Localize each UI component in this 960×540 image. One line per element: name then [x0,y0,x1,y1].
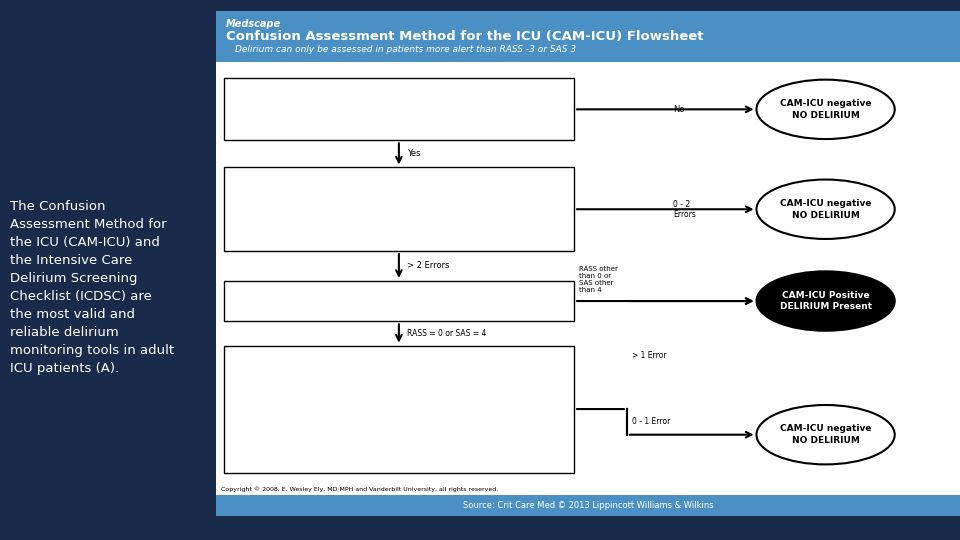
Text: • If unable to complete Letters → Pictures: • If unable to complete Letters → Pictur… [228,208,379,214]
Text: RASS = 0 or SAS = 4: RASS = 0 or SAS = 4 [407,329,486,338]
FancyBboxPatch shape [216,11,960,62]
Text: CAM-ICU negative
NO DELIRIUM: CAM-ICU negative NO DELIRIUM [780,99,872,120]
FancyBboxPatch shape [224,78,574,140]
Text: RASS other
than 0 or
SAS other
than 4: RASS other than 0 or SAS other than 4 [579,266,617,293]
FancyBboxPatch shape [224,346,574,472]
Text: 3. Altered Level of Consciousness: 3. Altered Level of Consciousness [228,285,381,294]
Text: Yes: Yes [407,150,420,158]
Text: 0 - 1 Error: 0 - 1 Error [632,417,670,427]
Ellipse shape [756,179,895,239]
Ellipse shape [756,80,895,139]
Text: Read the following sequence of letters: S A V E A H A A R T: Read the following sequence of letters: … [228,190,442,196]
Ellipse shape [756,405,895,464]
Text: 3.Does one pound weigh more than two?: 3.Does one pound weigh more than two? [228,381,372,387]
Text: No: No [673,105,684,114]
Text: • 'Squeeze my hand when I say the letter 'A'.': • 'Squeeze my hand when I say the letter… [228,181,395,187]
FancyBboxPatch shape [224,167,574,251]
FancyBboxPatch shape [216,495,960,516]
Text: Source: Crit Care Med © 2013 Lippincott Williams & Wilkins: Source: Crit Care Med © 2013 Lippincott … [463,501,713,510]
Text: Copyright © 2008, E. Wesley Ely, MD MPH and Vanderbilt University, all rights re: Copyright © 2008, E. Wesley Ely, MD MPH … [221,487,498,492]
Text: CAM-ICU negative
NO DELIRIUM: CAM-ICU negative NO DELIRIUM [780,424,872,445]
Text: > 1 Error: > 1 Error [632,350,666,360]
Text: CAM-ICU Positive
DELIRIUM Present: CAM-ICU Positive DELIRIUM Present [780,291,872,312]
Text: Command: 'Hold up this many fingers' (Hold up 2 fingers)
'Now do the same thing : Command: 'Hold up this many fingers' (Ho… [228,408,453,431]
Text: ERRORS:: ERRORS: [228,199,259,205]
Text: > 2 Errors: > 2 Errors [407,261,449,271]
Text: Confusion Assessment Method for the ICU (CAM-ICU) Flowsheet: Confusion Assessment Method for the ICU … [226,30,703,43]
Text: No squeeze with 'A' & Squeeze on letter other than 'A': No squeeze with 'A' & Squeeze on letter … [265,199,465,205]
Ellipse shape [756,271,895,330]
Text: 4.Can you use a hammer to pound a nail?: 4.Can you use a hammer to pound a nail? [228,392,375,397]
Text: Delirium can only be assessed in patients more alert than RASS -3 or SAS 3: Delirium can only be assessed in patient… [235,45,576,54]
Text: 1.Will a stone float on water?: 1.Will a stone float on water? [228,359,331,365]
Text: •Is there an acute change from mental status baseline?  OR: •Is there an acute change from mental st… [228,92,445,98]
Text: The Confusion
Assessment Method for
the ICU (CAM-ICU) and
the Intensive Care
Del: The Confusion Assessment Method for the … [10,200,174,375]
Text: •Has the patient's mental status fluctuated during the past 24 hours?: •Has the patient's mental status fluctua… [228,103,481,109]
Text: 0 - 2
Errors: 0 - 2 Errors [673,200,696,219]
FancyBboxPatch shape [224,281,574,321]
Text: Current RASS or SAS level: Current RASS or SAS level [228,294,323,300]
Text: Medscape: Medscape [226,19,280,30]
Text: 2.Are there fish in the sea?: 2.Are there fish in the sea? [228,370,324,376]
Text: 4. Disorganized Thinking:: 4. Disorganized Thinking: [228,350,345,359]
Text: 1. Acute Change or Fluctuating Course of Mental Status:: 1. Acute Change or Fluctuating Course of… [228,83,485,92]
FancyBboxPatch shape [216,11,960,516]
Text: CAM-ICU negative
NO DELIRIUM: CAM-ICU negative NO DELIRIUM [780,199,872,220]
Text: 2. Inattention:: 2. Inattention: [228,172,294,181]
